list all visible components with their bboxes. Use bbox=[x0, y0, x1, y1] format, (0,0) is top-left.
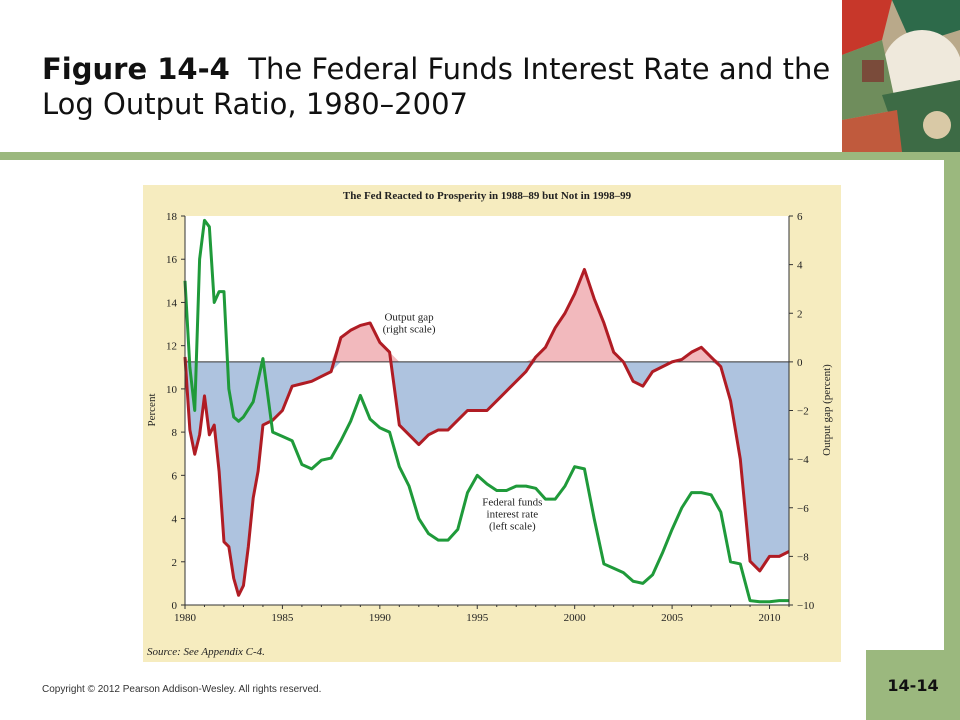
right-tick-label: 2 bbox=[797, 308, 803, 320]
x-tick-label: 2005 bbox=[661, 612, 684, 624]
chart-canvas: 0 2 4 6 8 10 12 14 16 18 6 4 2 0 −2 −4 −6 −8 −10 1980 1985 19… bbox=[143, 185, 841, 662]
figure-title: The Federal Funds Interest Rate and the … bbox=[42, 52, 831, 121]
chart-source: Source: See Appendix C-4. bbox=[147, 646, 265, 658]
header-divider-band bbox=[0, 152, 960, 160]
right-tick-label: −10 bbox=[797, 600, 815, 612]
left-tick-label: 18 bbox=[166, 211, 178, 223]
right-tick-label: 0 bbox=[797, 357, 803, 369]
left-tick-label: 4 bbox=[172, 514, 178, 526]
right-tick-label: 4 bbox=[797, 260, 803, 272]
left-tick-label: 10 bbox=[166, 384, 178, 396]
chart-figure: 0 2 4 6 8 10 12 14 16 18 6 4 2 0 −2 −4 −6 −8 −10 1980 1985 19… bbox=[143, 185, 841, 662]
output-gap-annotation: (right scale) bbox=[383, 324, 436, 336]
federal-funds-annotation: interest rate bbox=[487, 509, 539, 521]
chart-title: The Fed Reacted to Prosperity in 1988–89… bbox=[343, 190, 632, 202]
output-gap-annotation: Output gap bbox=[384, 312, 434, 324]
left-tick-label: 12 bbox=[166, 341, 177, 353]
left-tick-label: 2 bbox=[172, 557, 178, 569]
x-tick-label: 1990 bbox=[369, 612, 392, 624]
copyright-notice: Copyright © 2012 Pearson Addison-Wesley.… bbox=[42, 684, 322, 695]
figure-label: Figure 14-4 bbox=[42, 52, 230, 86]
x-tick-label: 1980 bbox=[174, 612, 197, 624]
x-tick-label: 1995 bbox=[466, 612, 489, 624]
left-tick-label: 14 bbox=[166, 297, 178, 309]
right-tick-label: −4 bbox=[797, 454, 809, 466]
federal-funds-rate-line bbox=[183, 218, 789, 604]
slide-number-box: 14-14 bbox=[866, 650, 960, 720]
decorative-artwork bbox=[842, 0, 960, 152]
left-tick-label: 16 bbox=[166, 254, 178, 266]
federal-funds-annotation: Federal funds bbox=[482, 497, 542, 509]
left-tick-label: 0 bbox=[172, 600, 178, 612]
federal-funds-annotation: (left scale) bbox=[489, 521, 536, 533]
right-tick-label: −2 bbox=[797, 406, 809, 418]
right-tick-label: −6 bbox=[797, 503, 809, 515]
x-tick-label: 1985 bbox=[271, 612, 294, 624]
slide-number: 14-14 bbox=[887, 676, 939, 695]
right-tick-label: 6 bbox=[797, 211, 803, 223]
right-axis-label: Output gap (percent) bbox=[821, 364, 833, 456]
x-tick-label: 2010 bbox=[759, 612, 782, 624]
left-tick-label: 6 bbox=[172, 470, 178, 482]
x-tick-label: 2000 bbox=[564, 612, 587, 624]
left-tick-label: 8 bbox=[172, 427, 178, 439]
output-gap-line bbox=[183, 267, 790, 597]
right-accent-bar bbox=[944, 160, 960, 650]
slide-title: Figure 14-4 The Federal Funds Interest R… bbox=[42, 52, 832, 122]
right-tick-label: −8 bbox=[797, 551, 809, 563]
left-axis-label: Percent bbox=[146, 394, 158, 427]
